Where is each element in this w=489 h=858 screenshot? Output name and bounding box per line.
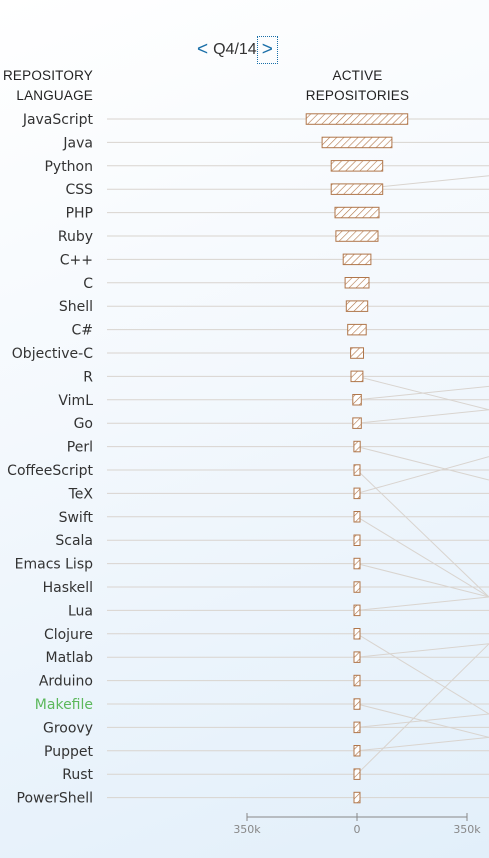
repository-bar[interactable] xyxy=(353,721,361,734)
current-period-label: Q4/14 xyxy=(213,41,257,58)
repository-bar[interactable] xyxy=(334,206,380,219)
language-label[interactable]: Perl xyxy=(67,440,93,456)
repository-bar[interactable] xyxy=(353,628,361,640)
repository-bar[interactable] xyxy=(353,487,361,500)
repository-bar[interactable] xyxy=(353,651,361,663)
language-label[interactable]: Shell xyxy=(59,299,93,315)
rank-change-line xyxy=(356,385,489,401)
repository-bar[interactable] xyxy=(353,698,361,710)
language-label[interactable]: Scala xyxy=(55,533,93,549)
language-label[interactable]: Rust xyxy=(62,767,93,783)
language-label[interactable]: CoffeeScript xyxy=(7,463,93,479)
repository-bar[interactable] xyxy=(353,464,361,476)
rank-change-line xyxy=(356,469,489,598)
repository-bar[interactable] xyxy=(350,347,365,359)
language-label[interactable]: VimL xyxy=(58,393,93,409)
language-label[interactable]: Makefile xyxy=(35,697,93,713)
repository-bar[interactable] xyxy=(353,534,361,546)
rank-change-line xyxy=(356,643,489,658)
repository-bar[interactable] xyxy=(353,791,361,804)
repository-bar[interactable] xyxy=(353,674,361,687)
rank-change-line xyxy=(356,713,489,728)
language-label[interactable]: PHP xyxy=(66,206,93,222)
language-label[interactable]: Haskell xyxy=(43,580,93,596)
rank-change-line xyxy=(356,516,489,598)
language-label[interactable]: Java xyxy=(62,135,93,151)
language-column-header: REPOSITORY LANGUAGE xyxy=(0,66,93,106)
repository-bar[interactable] xyxy=(353,440,361,453)
repository-bar[interactable] xyxy=(344,277,370,289)
repository-bar[interactable] xyxy=(345,300,369,312)
rank-change-line xyxy=(356,736,489,752)
rank-change-line xyxy=(356,409,489,424)
language-label[interactable]: Groovy xyxy=(43,720,93,736)
language-label[interactable]: C++ xyxy=(60,252,93,268)
language-label[interactable]: Lua xyxy=(68,603,93,619)
language-label[interactable]: PowerShell xyxy=(17,791,93,807)
language-label[interactable]: Python xyxy=(44,159,93,175)
repository-bar[interactable] xyxy=(350,370,364,383)
language-label[interactable]: C# xyxy=(71,323,93,339)
language-label[interactable]: TeX xyxy=(68,486,94,502)
language-label[interactable]: Go xyxy=(74,416,93,432)
rank-change-line xyxy=(356,633,489,715)
language-label[interactable]: R xyxy=(83,369,93,385)
language-label[interactable]: Arduino xyxy=(39,674,93,690)
active-header-line1: ACTIVE xyxy=(332,68,383,83)
language-header-line1: REPOSITORY xyxy=(2,68,93,83)
language-label[interactable]: CSS xyxy=(65,182,93,198)
repository-bar[interactable] xyxy=(353,604,361,617)
rank-change-line xyxy=(356,563,489,598)
repository-bar[interactable] xyxy=(330,183,384,195)
x-axis-tick-label: 0 xyxy=(354,823,361,836)
language-label[interactable]: Matlab xyxy=(45,650,93,666)
repository-bar[interactable] xyxy=(335,230,379,242)
x-axis-tick-label: 350k xyxy=(453,823,481,836)
language-label[interactable]: Swift xyxy=(59,510,94,526)
language-header-line2: LANGUAGE xyxy=(16,88,93,103)
language-label[interactable]: Puppet xyxy=(44,744,93,760)
rank-change-line xyxy=(356,456,489,494)
repository-bar[interactable] xyxy=(342,253,372,266)
x-axis-tick-label: 350k xyxy=(233,823,261,836)
repository-bar[interactable] xyxy=(353,557,361,570)
active-repos-column-header: ACTIVE REPOSITORIES xyxy=(300,66,415,106)
repository-bar[interactable] xyxy=(353,768,361,780)
language-label[interactable]: JavaScript xyxy=(22,112,94,128)
repository-bar[interactable] xyxy=(347,323,367,336)
language-label[interactable]: Emacs Lisp xyxy=(15,557,93,573)
repository-bar[interactable] xyxy=(352,417,362,429)
repository-bar[interactable] xyxy=(353,745,361,757)
repository-bar[interactable] xyxy=(305,113,409,125)
active-header-line2: REPOSITORIES xyxy=(305,88,410,103)
language-label[interactable]: Objective-C xyxy=(12,346,93,362)
repository-bar[interactable] xyxy=(352,394,362,406)
rank-change-line xyxy=(356,596,489,611)
language-label[interactable]: Ruby xyxy=(58,229,93,245)
repository-bar[interactable] xyxy=(321,136,393,149)
repository-bar[interactable] xyxy=(353,511,361,523)
rank-change-line xyxy=(356,446,489,481)
repository-bar[interactable] xyxy=(330,160,384,172)
rank-change-line xyxy=(356,643,489,775)
language-label[interactable]: Clojure xyxy=(44,627,93,643)
repository-bar[interactable] xyxy=(353,581,361,593)
next-period-button[interactable]: > xyxy=(256,36,278,64)
language-label[interactable]: C xyxy=(83,276,93,292)
period-navigator: < Q4/14 > xyxy=(194,36,278,64)
prev-period-button[interactable]: < xyxy=(197,39,209,60)
